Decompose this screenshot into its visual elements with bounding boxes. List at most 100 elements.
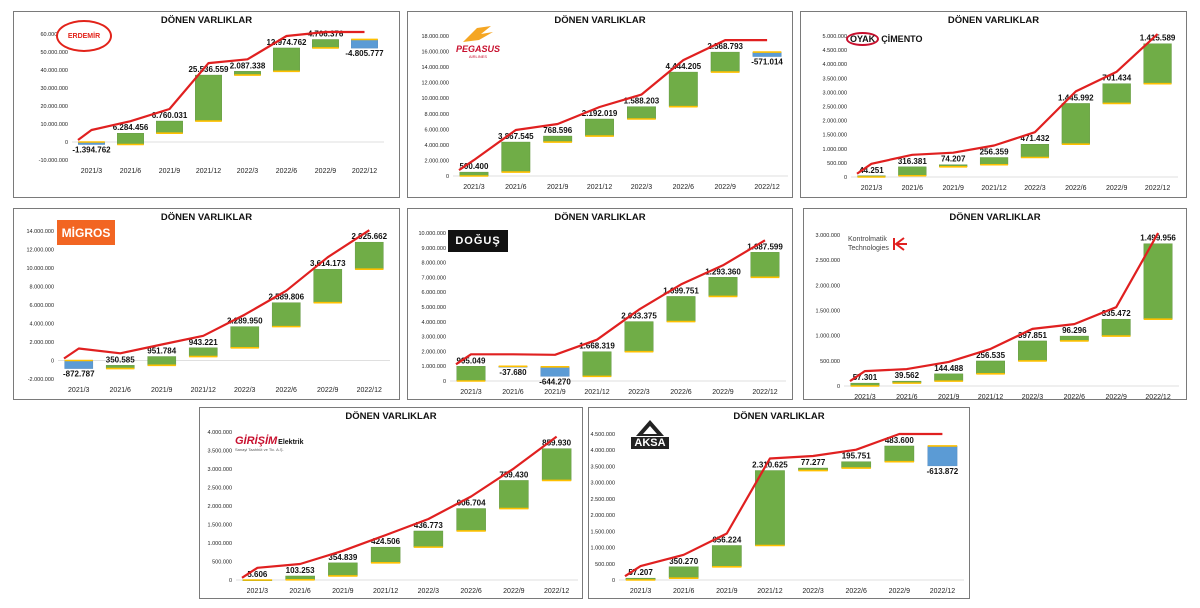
data-label: -1.394.762	[72, 146, 111, 155]
trend-line	[856, 33, 1159, 175]
x-tick-label: 2022/12	[752, 389, 777, 396]
chart-title: DÖNEN VARLIKLAR	[554, 212, 646, 223]
chart-title: DÖNEN VARLIKLAR	[160, 212, 253, 223]
waterfall-bar	[230, 326, 260, 349]
data-label: 1.293.360	[705, 267, 741, 276]
x-tick-label: 2022/6	[670, 389, 692, 396]
y-tick-label: 1.500.000	[208, 523, 232, 529]
logo-text-group: Kontrolmatik Technologies	[848, 235, 889, 253]
y-tick-label: 5.000.000	[823, 34, 847, 40]
chart-panel-aksa: 4.500.000 4.000.000 3.500.000 3.000.000 2.50…	[588, 407, 970, 599]
chart-svg: 14.000.000 12.000.000 10.000.000 8.000.000 6…	[26, 229, 390, 394]
y-tick-label: 1.000.000	[591, 546, 615, 552]
trend-line	[241, 435, 558, 579]
data-label: -644.270	[539, 377, 571, 386]
trend-line	[458, 39, 768, 172]
data-label: 2.925.662	[351, 232, 387, 241]
arrow-icon	[892, 237, 907, 251]
data-label: 316.381	[898, 157, 927, 166]
waterfall-bar	[328, 562, 358, 577]
waterfall-bar	[626, 106, 656, 120]
waterfall-bar	[668, 71, 698, 107]
y-tick-label: 500.000	[820, 359, 840, 365]
waterfall-bar	[64, 360, 94, 369]
y-tick-label: 1.500.000	[591, 529, 615, 535]
y-tick-label: 3.000.000	[591, 481, 615, 487]
y-tick-label: 9.000.000	[422, 246, 446, 252]
chart-panel-dogus: 10.000.000 9.000.000 8.000.000 7.000.000 6.0…	[407, 208, 793, 400]
waterfall-bar	[117, 132, 144, 145]
data-label: 859.930	[542, 439, 571, 448]
chart-svg: 60.000.000 50.000.000 40.000.000 30.000.000…	[39, 29, 385, 175]
data-label: 3.867.545	[498, 132, 534, 141]
y-tick-label: 6.000.000	[425, 127, 449, 133]
logo-text-secondary: Elektrik	[278, 438, 304, 446]
waterfall-bar	[708, 277, 738, 297]
y-tick-label: 3.500.000	[591, 464, 615, 470]
data-label: 424.506	[371, 537, 400, 546]
x-tick-label: 2021/12	[584, 389, 609, 396]
chart-title: DÖNEN VARLIKLAR	[947, 15, 1040, 26]
data-label: 1.699.751	[663, 286, 699, 295]
waterfall-bar	[499, 480, 529, 509]
y-tick-label: 2.000.000	[422, 349, 446, 355]
data-label: 1.668.319	[579, 342, 615, 351]
x-tick-label: 2021/9	[938, 394, 960, 401]
x-tick-label: 2021/12	[191, 387, 216, 394]
data-label: 96.296	[1062, 326, 1087, 335]
y-tick-label: 3.500.000	[823, 76, 847, 82]
x-tick-label: 2022/9	[503, 588, 525, 595]
x-tick-label: 2021/12	[196, 168, 221, 175]
y-tick-label: 2.000.000	[425, 158, 449, 164]
y-tick-label: 2.000.000	[208, 504, 232, 510]
y-tick-label: 7.000.000	[422, 275, 446, 281]
y-tick-label: 500.000	[595, 562, 615, 568]
data-label: 995.049	[457, 356, 486, 365]
x-tick-label: 2021/9	[151, 387, 173, 394]
y-tick-label: 1.000.000	[816, 334, 840, 340]
chart-svg: 18.000.000 16.000.000 14.000.000 12.000.000…	[421, 34, 788, 191]
x-tick-label: 2022/6	[845, 588, 867, 595]
y-tick-label: 2.000.000	[30, 340, 54, 346]
y-tick-label: 3.500.000	[208, 449, 232, 455]
waterfall-bar	[1143, 43, 1172, 84]
x-tick-label: 2021/9	[547, 184, 569, 191]
x-tick-label: 2022/12	[357, 387, 382, 394]
data-label: -872.787	[63, 370, 95, 379]
x-tick-label: 2022/12	[352, 168, 377, 175]
data-label: 195.751	[842, 452, 871, 461]
y-tick-label: 2.500.000	[591, 497, 615, 503]
y-tick-label: 20.000.000	[40, 104, 68, 110]
trend-line	[77, 30, 365, 141]
x-tick-label: 2022/9	[1105, 394, 1127, 401]
waterfall-bar	[312, 39, 339, 49]
x-tick-label: 2021/6	[505, 184, 527, 191]
waterfall-bar	[370, 546, 401, 564]
dogus-logo: DOĞUŞ	[448, 230, 508, 252]
y-tick-label: 6.000.000	[422, 290, 446, 296]
chart-title: DÖNEN VARLIKLAR	[345, 411, 437, 422]
x-tick-label: 2022/12	[754, 184, 779, 191]
waterfall-bar	[884, 445, 915, 462]
x-tick-label: 2022/9	[714, 184, 736, 191]
data-label: 6.760.031	[152, 111, 188, 120]
data-label: 483.600	[885, 436, 914, 445]
data-label: 350.585	[106, 355, 135, 364]
x-tick-label: 2021/12	[757, 588, 782, 595]
x-tick-label: 2021/6	[120, 168, 142, 175]
chart-panel-pegasus: 18.000.000 16.000.000 14.000.000 12.000.000…	[407, 11, 793, 198]
data-label: 1.415.589	[1140, 34, 1176, 43]
logo-subtext: Sanayi Taahhüt ve Tic. A.Ş.	[235, 446, 284, 452]
logo-text-secondary: Technologies	[848, 245, 889, 252]
x-tick-label: 2021/6	[289, 588, 311, 595]
erdemir-logo: ERDEMİR	[56, 20, 112, 52]
data-label: 2.087.338	[230, 61, 266, 70]
x-tick-label: 2021/9	[332, 588, 354, 595]
waterfall-bar	[582, 351, 612, 377]
waterfall-bar	[934, 373, 964, 382]
data-label: 1.445.992	[1058, 93, 1094, 102]
trend-line	[455, 239, 766, 366]
x-tick-label: 2022/6	[276, 168, 298, 175]
waterfall-bar	[541, 448, 572, 481]
data-label: 57.207	[628, 568, 653, 577]
